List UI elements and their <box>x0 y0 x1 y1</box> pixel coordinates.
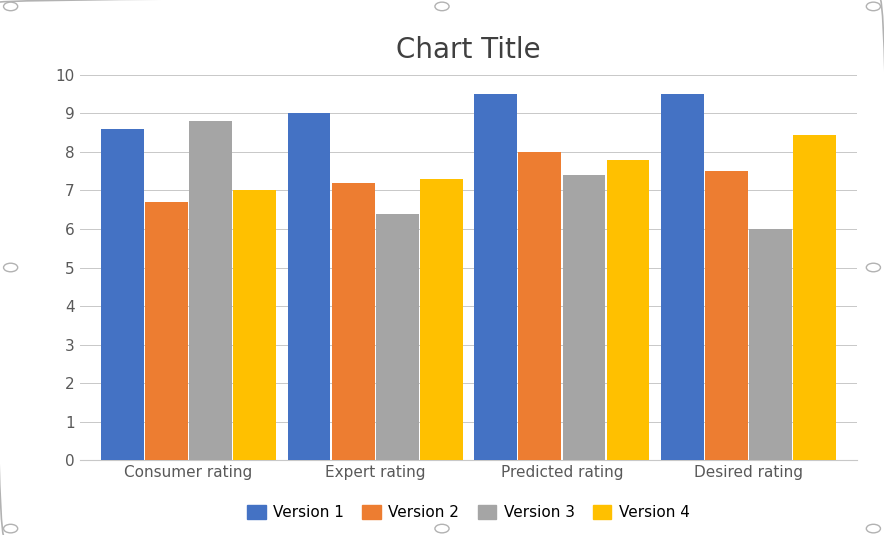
Legend: Version 1, Version 2, Version 3, Version 4: Version 1, Version 2, Version 3, Version… <box>241 499 696 526</box>
Bar <box>376 213 419 460</box>
Bar <box>705 171 748 460</box>
Bar <box>233 190 276 460</box>
Bar <box>475 94 517 460</box>
Bar <box>606 159 650 460</box>
Bar <box>750 229 792 460</box>
Bar <box>189 121 232 460</box>
Bar <box>145 202 187 460</box>
Bar <box>562 175 606 460</box>
Title: Chart Title: Chart Title <box>396 36 541 64</box>
Bar <box>793 135 836 460</box>
Bar <box>420 179 462 460</box>
Bar <box>287 113 331 460</box>
Bar <box>518 152 561 460</box>
Bar <box>332 183 375 460</box>
Bar <box>101 129 144 460</box>
Bar <box>661 94 704 460</box>
